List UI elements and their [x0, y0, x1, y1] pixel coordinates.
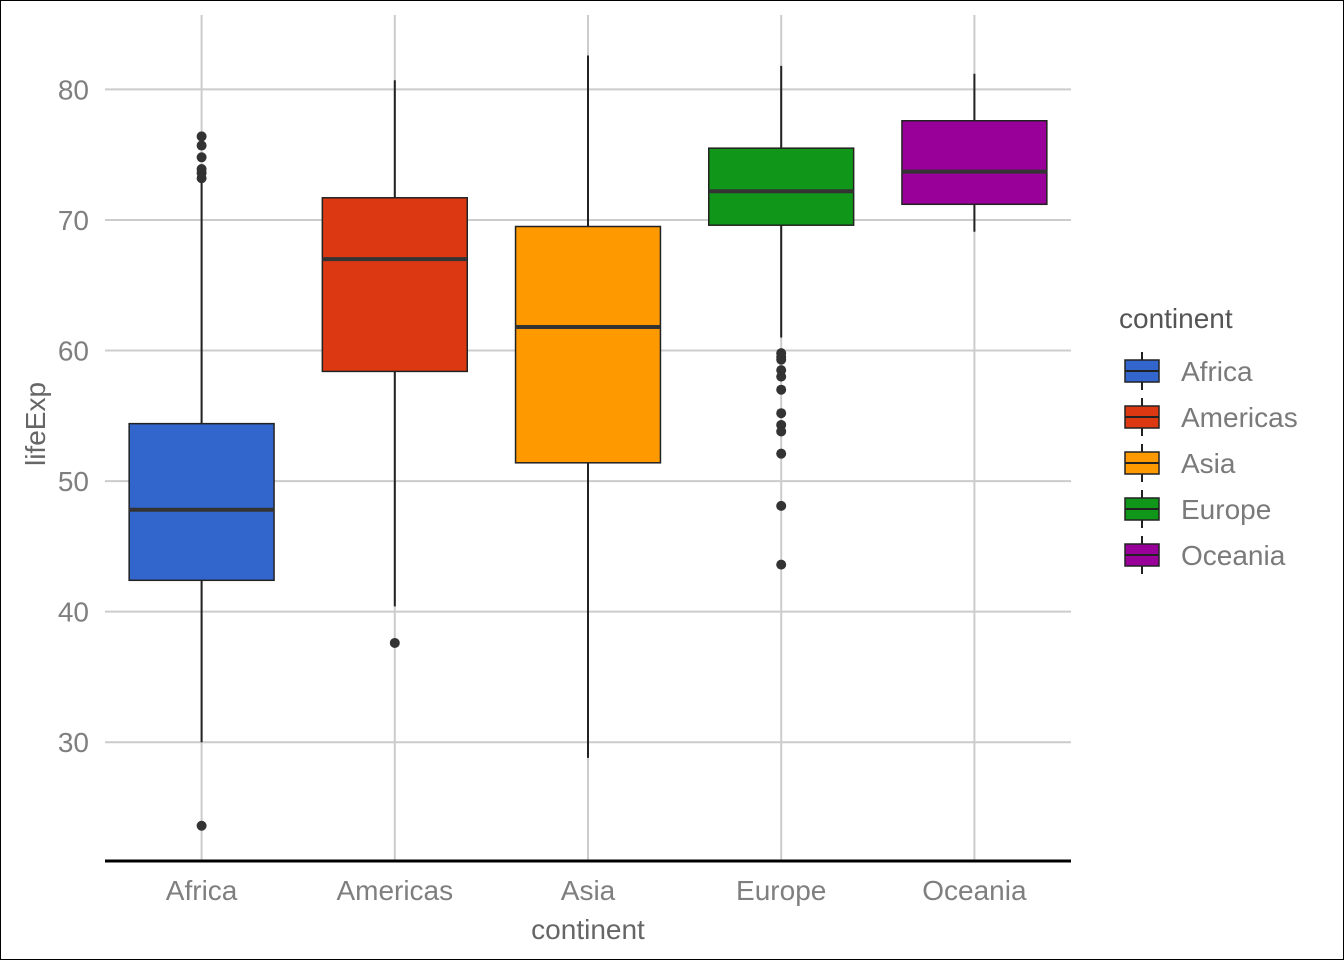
box-iqr — [128, 422, 275, 582]
legend-items: Africa Americas Asia Europe Oceania — [1124, 352, 1298, 574]
box-americas — [321, 80, 468, 648]
box-iqr — [321, 197, 468, 373]
outlier-point — [776, 448, 787, 459]
legend-item-asia: Asia — [1124, 444, 1236, 482]
y-axis-title: lifeExp — [20, 382, 51, 466]
y-tick-label: 40 — [58, 597, 89, 628]
outlier-point — [389, 637, 400, 648]
outlier-point — [776, 371, 787, 382]
outlier-point — [776, 426, 787, 437]
box-iqr — [514, 225, 662, 464]
outlier-point — [776, 354, 787, 365]
legend-label: Oceania — [1181, 540, 1286, 571]
box-europe — [708, 65, 855, 570]
legend-item-americas: Americas — [1124, 398, 1298, 436]
outlier-point — [196, 820, 207, 831]
box-asia — [514, 55, 662, 758]
y-tick-label: 70 — [58, 205, 89, 236]
y-tick-label: 30 — [58, 727, 89, 758]
x-tick-labels: Africa Americas Asia Europe Oceania — [166, 875, 1027, 906]
outlier-point — [776, 384, 787, 395]
x-tick-label: Asia — [561, 875, 616, 906]
legend-label: Africa — [1181, 356, 1253, 387]
outlier-point — [196, 152, 207, 163]
outlier-point — [776, 500, 787, 511]
outlier-point — [196, 131, 207, 142]
y-tick-label: 80 — [58, 74, 89, 105]
outlier-point — [196, 140, 207, 151]
y-tick-labels: 30 40 50 60 70 80 — [58, 74, 89, 758]
legend-label: Americas — [1181, 402, 1298, 433]
x-tick-label: Europe — [736, 875, 826, 906]
box-africa — [128, 131, 275, 831]
legend: continent Africa Americas Asia Europe Oceani… — [1119, 303, 1298, 574]
x-axis-title: continent — [531, 914, 645, 945]
y-tick-label: 60 — [58, 336, 89, 367]
x-tick-label: Americas — [336, 875, 453, 906]
legend-title: continent — [1119, 303, 1233, 334]
x-tick-label: Oceania — [922, 875, 1027, 906]
legend-item-europe: Europe — [1124, 490, 1271, 528]
legend-item-africa: Africa — [1124, 352, 1253, 390]
box-iqr — [708, 147, 855, 226]
outlier-point — [776, 408, 787, 419]
y-tick-label: 50 — [58, 466, 89, 497]
box-iqr — [901, 120, 1048, 206]
box-oceania — [901, 73, 1048, 232]
legend-label: Asia — [1181, 448, 1236, 479]
outlier-point — [196, 164, 207, 175]
legend-item-oceania: Oceania — [1124, 536, 1286, 574]
x-tick-label: Africa — [166, 875, 238, 906]
outlier-point — [776, 559, 787, 570]
box-layer — [128, 55, 1048, 831]
legend-label: Europe — [1181, 494, 1271, 525]
